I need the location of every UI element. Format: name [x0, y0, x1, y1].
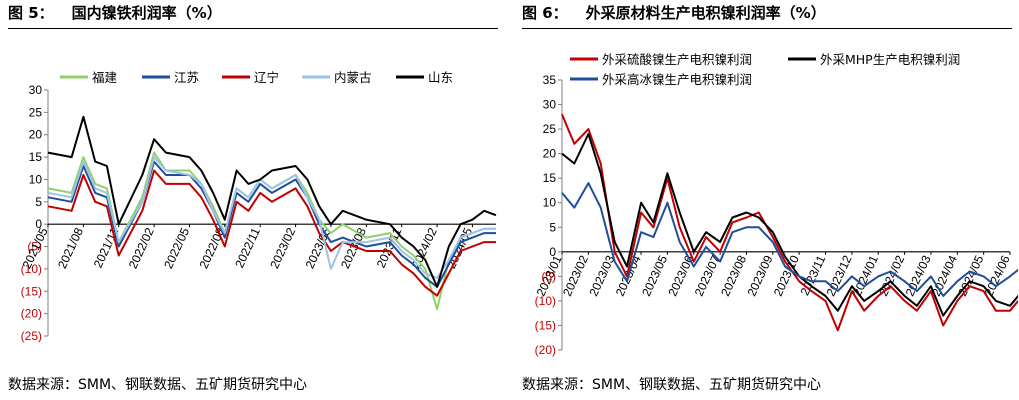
left-title-rule: [8, 28, 498, 29]
right-figure-label: 图 6：: [522, 4, 568, 22]
y-tick-label: 30: [543, 98, 557, 112]
right-title-text: 外采原材料生产电积镍利润率（%）: [585, 4, 826, 22]
legend-label: 内蒙古: [334, 70, 372, 85]
y-tick-label: (10): [21, 262, 42, 276]
y-tick-label: 20: [543, 147, 557, 161]
y-tick-label: (20): [21, 307, 42, 321]
y-tick-label: 30: [29, 83, 43, 97]
left-chart-title: 图 5： 国内镍铁利润率（%）: [8, 2, 222, 23]
right-source-note: 数据来源：SMM、钢联数据、五矿期货研究中心: [522, 377, 822, 393]
right-title-rule: [522, 28, 1012, 29]
y-tick-label: (15): [535, 318, 556, 332]
y-tick-label: 0: [35, 217, 42, 231]
y-tick-label: 5: [549, 220, 556, 234]
left-figure-label: 图 5：: [8, 4, 54, 22]
y-tick-label: (5): [27, 240, 42, 254]
legend-label: 辽宁: [254, 70, 279, 85]
legend-label: 山东: [428, 70, 453, 85]
x-tick-label: 2021/08: [55, 225, 86, 271]
series-line: [561, 114, 1018, 332]
series-line: [47, 115, 497, 288]
right-chart-title: 图 6： 外采原材料生产电积镍利润率（%）: [522, 2, 826, 23]
x-tick-label: 2021/05: [20, 225, 51, 271]
x-tick-label: 2024/06: [982, 253, 1013, 299]
series-line: [561, 182, 1018, 297]
y-tick-label: 5: [35, 195, 42, 209]
y-tick-label: 25: [543, 122, 557, 136]
series-line: [561, 133, 1018, 317]
legend-label: 外采MHP生产电积镍利润: [820, 52, 960, 67]
y-tick-label: (15): [21, 284, 42, 298]
y-tick-label: 10: [543, 196, 557, 210]
x-tick-label: 2022/11: [232, 225, 263, 270]
legend-label: 外采硫酸镍生产电积镍利润: [602, 52, 752, 67]
legend-label: 江苏: [174, 70, 199, 85]
left-title-text: 国内镍铁利润率（%）: [71, 4, 222, 22]
y-tick-label: (25): [21, 329, 42, 343]
y-tick-label: 20: [29, 128, 43, 142]
legend-label: 外采高冰镍生产电积镍利润: [602, 72, 752, 87]
series-line: [47, 160, 496, 288]
x-tick-label: 2023/02: [267, 225, 298, 271]
legend-label: 福建: [92, 70, 118, 85]
x-tick-label: 2023/08: [338, 225, 369, 271]
y-tick-label: 15: [543, 171, 557, 185]
y-tick-label: 0: [549, 245, 556, 259]
y-tick-label: 10: [29, 172, 43, 186]
y-tick-label: (10): [535, 294, 556, 308]
series-line: [47, 169, 496, 297]
y-tick-label: 35: [543, 73, 557, 87]
right-line-chart: 35302520151050(5)(10)(15)(20)2023/012023…: [534, 52, 1018, 357]
left-source-note: 数据来源：SMM、钢联数据、五矿期货研究中心: [8, 377, 308, 393]
x-tick-label: 2022/05: [161, 225, 192, 271]
y-tick-label: (5): [541, 269, 556, 283]
y-tick-label: (20): [535, 343, 556, 357]
y-tick-label: 15: [29, 150, 43, 164]
y-tick-label: 25: [29, 105, 43, 119]
